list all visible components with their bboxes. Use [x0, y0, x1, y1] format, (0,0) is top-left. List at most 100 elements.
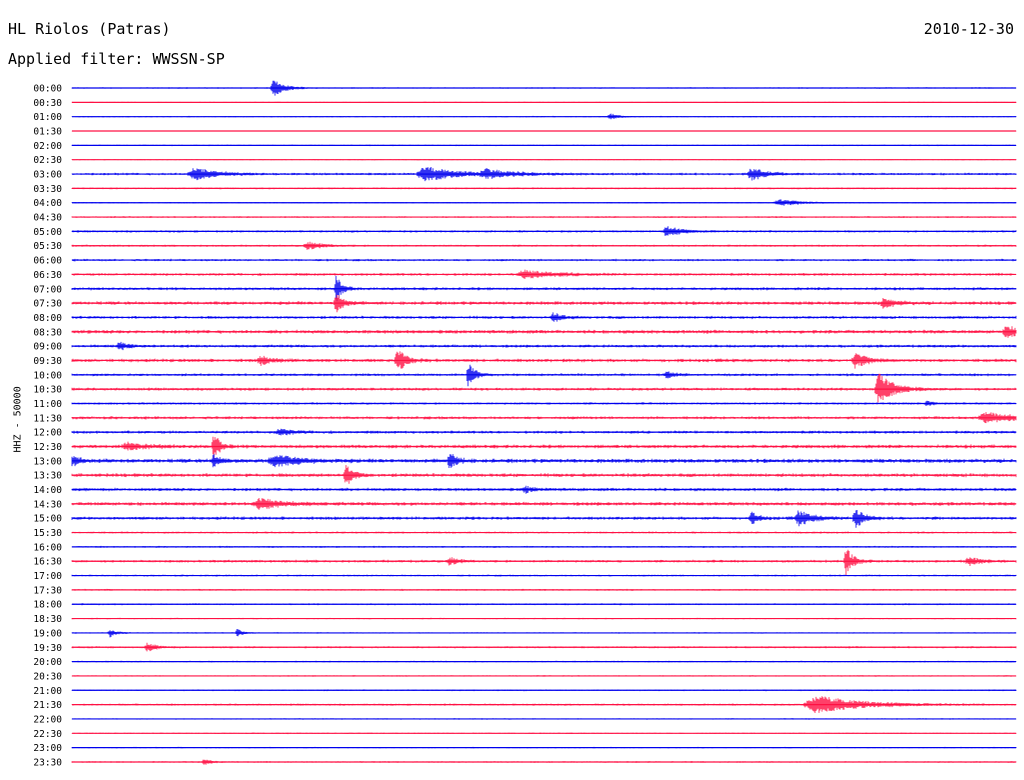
trace-row-11 [71, 241, 1017, 250]
time-label-0430: 04:30 [33, 213, 62, 224]
trace-row-27 [71, 465, 1017, 484]
trace-row-31 [71, 531, 1017, 534]
trace-row-18 [71, 341, 1017, 351]
trace-row-34 [71, 574, 1017, 577]
time-label-0030: 00:30 [33, 98, 62, 109]
trace-row-33 [71, 549, 1017, 576]
time-label-1030: 10:30 [33, 385, 62, 396]
trace-row-35 [71, 588, 1017, 591]
trace-row-42 [71, 689, 1017, 692]
trace-row-5 [71, 159, 1017, 161]
trace-row-24 [71, 428, 1017, 436]
trace-row-40 [71, 660, 1017, 663]
time-label-1700: 17:00 [33, 571, 62, 582]
time-label-0300: 03:00 [33, 170, 62, 181]
trace-row-8 [71, 199, 1017, 206]
trace-row-20 [71, 364, 1017, 387]
trace-row-37 [71, 617, 1017, 620]
time-label-0230: 02:30 [33, 155, 62, 166]
time-label-0100: 01:00 [33, 112, 62, 123]
time-label-0600: 06:00 [33, 256, 62, 267]
time-label-1800: 18:00 [33, 600, 62, 611]
trace-row-2 [71, 113, 1017, 120]
time-label-1130: 11:30 [33, 413, 62, 424]
time-label-0630: 06:30 [33, 270, 62, 281]
time-label-1100: 11:00 [33, 399, 62, 410]
filter-label: Applied filter: WWSSN-SP [8, 50, 225, 68]
time-label-1430: 14:30 [33, 499, 62, 510]
trace-row-22 [71, 400, 1017, 406]
date-label: 2010-12-30 [923, 20, 1014, 38]
time-label-0900: 09:00 [33, 342, 62, 353]
time-label-1530: 15:30 [33, 528, 62, 539]
trace-row-41 [71, 675, 1017, 677]
trace-row-23 [71, 412, 1017, 424]
time-label-0400: 04:00 [33, 198, 62, 209]
trace-row-25 [71, 436, 1017, 460]
time-label-0200: 02:00 [33, 141, 62, 152]
trace-row-29 [71, 498, 1017, 510]
time-label-1000: 10:00 [33, 370, 62, 381]
time-label-1200: 12:00 [33, 428, 62, 439]
trace-row-3 [71, 130, 1017, 132]
time-label-0830: 08:30 [33, 327, 62, 338]
trace-row-32 [71, 545, 1017, 548]
time-label-0930: 09:30 [33, 356, 62, 367]
time-label-2200: 22:00 [33, 714, 62, 725]
trace-row-9 [71, 216, 1017, 219]
time-label-0500: 05:00 [33, 227, 62, 238]
trace-row-28 [71, 485, 1017, 494]
time-label-1330: 13:30 [33, 471, 62, 482]
trace-row-47 [71, 759, 1017, 765]
trace-row-14 [71, 275, 1017, 302]
trace-row-19 [71, 351, 1017, 369]
time-label-1630: 16:30 [33, 557, 62, 568]
trace-row-39 [71, 642, 1017, 652]
time-label-2100: 21:00 [33, 686, 62, 697]
trace-row-45 [71, 732, 1017, 735]
trace-row-12 [71, 258, 1017, 262]
trace-row-1 [71, 101, 1017, 103]
time-label-1300: 13:00 [33, 456, 62, 467]
time-label-0700: 07:00 [33, 284, 62, 295]
trace-row-4 [71, 144, 1017, 147]
trace-row-7 [71, 187, 1017, 190]
trace-row-17 [71, 326, 1017, 338]
time-label-1500: 15:00 [33, 514, 62, 525]
trace-row-15 [71, 294, 1017, 313]
trace-row-36 [71, 603, 1017, 606]
station-title: HL Riolos (Patras) [8, 20, 171, 38]
time-label-1400: 14:00 [33, 485, 62, 496]
time-label-1930: 19:30 [33, 643, 62, 654]
trace-row-26 [71, 454, 1017, 468]
trace-row-10 [71, 226, 1017, 236]
time-label-2230: 22:30 [33, 729, 62, 740]
time-label-2030: 20:30 [33, 671, 62, 682]
time-label-0530: 05:30 [33, 241, 62, 252]
time-label-2300: 23:00 [33, 743, 62, 754]
time-label-1600: 16:00 [33, 542, 62, 553]
trace-row-30 [71, 510, 1017, 528]
time-label-1230: 12:30 [33, 442, 62, 453]
trace-row-6 [71, 167, 1017, 182]
trace-row-44 [71, 718, 1017, 720]
time-label-1830: 18:30 [33, 614, 62, 625]
trace-row-13 [71, 269, 1017, 279]
trace-row-21 [71, 373, 1017, 403]
trace-row-46 [71, 746, 1017, 749]
time-label-0000: 00:00 [33, 84, 62, 95]
time-label-1730: 17:30 [33, 585, 62, 596]
time-label-2000: 20:00 [33, 657, 62, 668]
trace-row-38 [71, 629, 1017, 638]
time-label-0130: 01:30 [33, 127, 62, 138]
time-label-0730: 07:30 [33, 299, 62, 310]
trace-row-43 [71, 696, 1017, 713]
trace-row-16 [71, 312, 1017, 322]
trace-row-0 [71, 80, 1017, 96]
time-label-1900: 19:00 [33, 628, 62, 639]
time-label-0330: 03:30 [33, 184, 62, 195]
time-label-2330: 23:30 [33, 757, 62, 768]
time-label-2130: 21:30 [33, 700, 62, 711]
